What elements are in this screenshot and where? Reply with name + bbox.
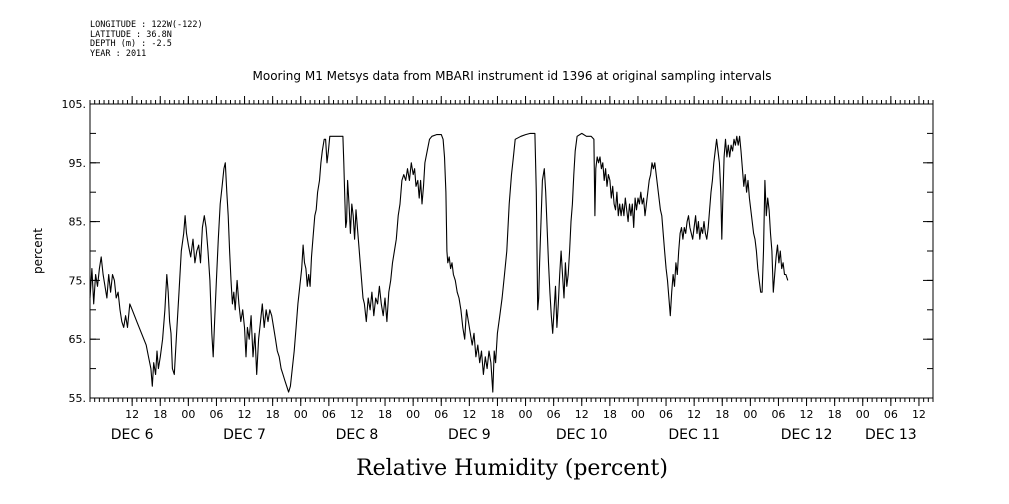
y-tick-label: 65. — [69, 333, 87, 346]
x-tick-label: 18 — [603, 408, 617, 421]
x-tick-label: 12 — [350, 408, 364, 421]
x-tick-label: 06 — [209, 408, 223, 421]
x-tick-label: 00 — [743, 408, 757, 421]
x-tick-label: 06 — [771, 408, 785, 421]
x-tick-label: 18 — [490, 408, 504, 421]
day-label: DEC 11 — [668, 427, 720, 443]
x-tick-label: 00 — [856, 408, 870, 421]
x-tick-label: 06 — [434, 408, 448, 421]
y-tick-label: 105. — [62, 98, 87, 111]
day-labels: DEC 6 DEC 7 DEC 8 DEC 9 DEC 10 DEC 11 DEC 12 DE… — [111, 427, 917, 443]
y-tick-label: 95. — [69, 157, 87, 170]
day-label: DEC 13 — [865, 427, 917, 443]
x-tick-label: 12 — [687, 408, 701, 421]
metadata-depth: DEPTH (m) : -2.5 — [90, 39, 172, 49]
y-tick-label: 75. — [69, 274, 87, 287]
x-tick-label: 18 — [266, 408, 280, 421]
x-tick-label: 00 — [181, 408, 195, 421]
x-tick-label: 00 — [631, 408, 645, 421]
x-tick-label: 12 — [800, 408, 814, 421]
y-axis: 55. 65. 75. 85. 95. 105. — [62, 98, 933, 405]
x-tick-label: 06 — [884, 408, 898, 421]
x-tick-label: 18 — [828, 408, 842, 421]
day-label: DEC 10 — [556, 427, 608, 443]
metadata-latitude: LATITUDE : 36.8N — [90, 29, 172, 40]
x-tick-label: 06 — [547, 408, 561, 421]
x-tick-label: 18 — [153, 408, 167, 421]
day-label: DEC 12 — [781, 427, 833, 443]
x-tick-label: 18 — [715, 408, 729, 421]
minor-ticks — [89, 100, 934, 402]
plot-frame — [89, 103, 934, 399]
metadata-block: LONGITUDE : 122W(-122) LATITUDE : 36.8N … — [90, 20, 203, 59]
x-axis: 12 18 00 06 12 18 00 06 12 18 00 06 12 18 00 06 12 18 00 06… — [125, 96, 926, 421]
metadata-longitude: LONGITUDE : 122W(-122) — [90, 20, 203, 30]
series-line — [89, 132, 789, 393]
x-tick-label: 00 — [406, 408, 420, 421]
x-tick-label: 12 — [912, 408, 926, 421]
x-tick-label: 12 — [575, 408, 589, 421]
x-tick-label: 18 — [378, 408, 392, 421]
day-label: DEC 6 — [111, 427, 154, 443]
x-tick-label: 00 — [519, 408, 533, 421]
x-tick-label: 00 — [294, 408, 308, 421]
x-axis-label: Relative Humidity (percent) — [356, 456, 668, 481]
metadata-year: YEAR : 2011 — [90, 48, 147, 59]
x-tick-label: 12 — [125, 408, 139, 421]
day-label: DEC 7 — [223, 427, 266, 443]
y-axis-label: percent — [31, 228, 45, 274]
day-label: DEC 9 — [448, 427, 491, 443]
day-label: DEC 8 — [336, 427, 379, 443]
x-tick-label: 12 — [238, 408, 252, 421]
x-tick-label: 06 — [322, 408, 336, 421]
y-tick-label: 85. — [69, 216, 87, 229]
x-tick-label: 06 — [659, 408, 673, 421]
chart-title: Mooring M1 Metsys data from MBARI instru… — [253, 69, 772, 83]
x-tick-label: 12 — [462, 408, 476, 421]
y-tick-label: 55. — [69, 392, 87, 405]
